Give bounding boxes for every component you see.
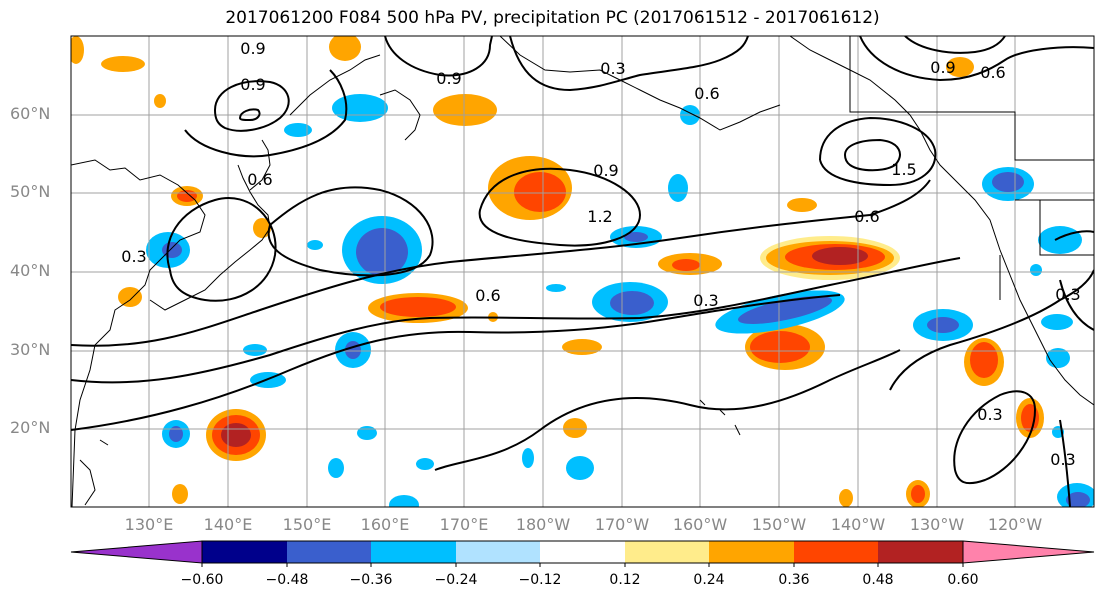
lat-label-60n: 60°N (10, 104, 51, 123)
contour-label: 1.5 (891, 160, 916, 179)
colorbar-tick: 0.24 (693, 572, 725, 588)
contour-label-group: 0.9 0.9 0.9 0.3 0.9 0.6 0.6 1.5 0.9 1.2 … (121, 39, 1080, 469)
lon-label-160e: 160°E (360, 515, 410, 534)
colorbar-tick: −0.12 (518, 572, 562, 588)
graticule (71, 36, 1094, 507)
contour-label: 0.3 (600, 59, 625, 78)
contour-label: 0.6 (980, 63, 1005, 82)
colorbar-low-extension (70, 540, 203, 564)
contour-label: 0.3 (693, 291, 718, 310)
lon-label-130e: 130°E (124, 515, 174, 534)
contour-label: 0.3 (977, 405, 1002, 424)
contour-label: 0.6 (854, 207, 879, 226)
colorbar-bin (625, 541, 709, 563)
map-title: 2017061200 F084 500 hPa PV, precipitatio… (225, 8, 880, 28)
colorbar-tick: 0.60 (947, 572, 979, 588)
lon-label-140w: 140°W (830, 515, 886, 534)
lon-label-150w: 150°W (751, 515, 807, 534)
lon-label-140e: 140°E (203, 515, 253, 534)
lat-label-30n: 30°N (10, 340, 51, 359)
colorbar-bin (878, 541, 963, 563)
colorbar-bin (540, 541, 625, 563)
contour-label: 0.9 (240, 75, 265, 94)
colorbar-high-extension (962, 540, 1095, 564)
contour-label: 0.3 (1050, 450, 1075, 469)
colorbar-tick: −0.36 (349, 572, 393, 588)
colorbar-tick: 0.12 (609, 572, 641, 588)
lon-label-170w: 170°W (594, 515, 650, 534)
pv-contours (71, 36, 1094, 507)
colorbar-bin (709, 541, 794, 563)
colorbar-tick: −0.60 (180, 572, 224, 588)
colorbar-bin (456, 541, 540, 563)
lon-label-180w: 180°W (515, 515, 571, 534)
colorbar-bin (794, 541, 878, 563)
lat-label-20n: 20°N (10, 418, 51, 437)
contour-label: 0.6 (694, 84, 719, 103)
colorbar-bin (371, 541, 456, 563)
colorbar-bin (202, 541, 287, 563)
lon-label-130w: 130°W (909, 515, 965, 534)
lon-label-120w: 120°W (987, 515, 1043, 534)
coastlines (71, 36, 1094, 507)
lon-label-170e: 170°E (439, 515, 489, 534)
contour-label: 0.6 (247, 170, 272, 189)
colorbar-tick: 0.36 (778, 572, 810, 588)
lat-label-40n: 40°N (10, 261, 51, 280)
contour-label: 0.6 (475, 286, 500, 305)
lon-label-150e: 150°E (282, 515, 332, 534)
contour-label: 0.9 (930, 58, 955, 77)
contour-label: 0.3 (1055, 285, 1080, 304)
colorbar-tick: −0.24 (434, 572, 478, 588)
lat-label-50n: 50°N (10, 182, 51, 201)
contour-label: 0.3 (121, 247, 146, 266)
map-frame (70, 35, 1095, 508)
contour-label: 0.9 (240, 39, 265, 58)
colorbar-tick: −0.48 (265, 572, 309, 588)
lon-label-160w: 160°W (672, 515, 728, 534)
colorbar (70, 540, 1095, 567)
precip-shading (71, 36, 1094, 507)
contour-label: 0.9 (436, 69, 461, 88)
colorbar-bin (287, 541, 371, 563)
colorbar-tick: 0.48 (862, 572, 894, 588)
contour-label: 0.9 (593, 161, 618, 180)
contour-label: 1.2 (587, 207, 612, 226)
